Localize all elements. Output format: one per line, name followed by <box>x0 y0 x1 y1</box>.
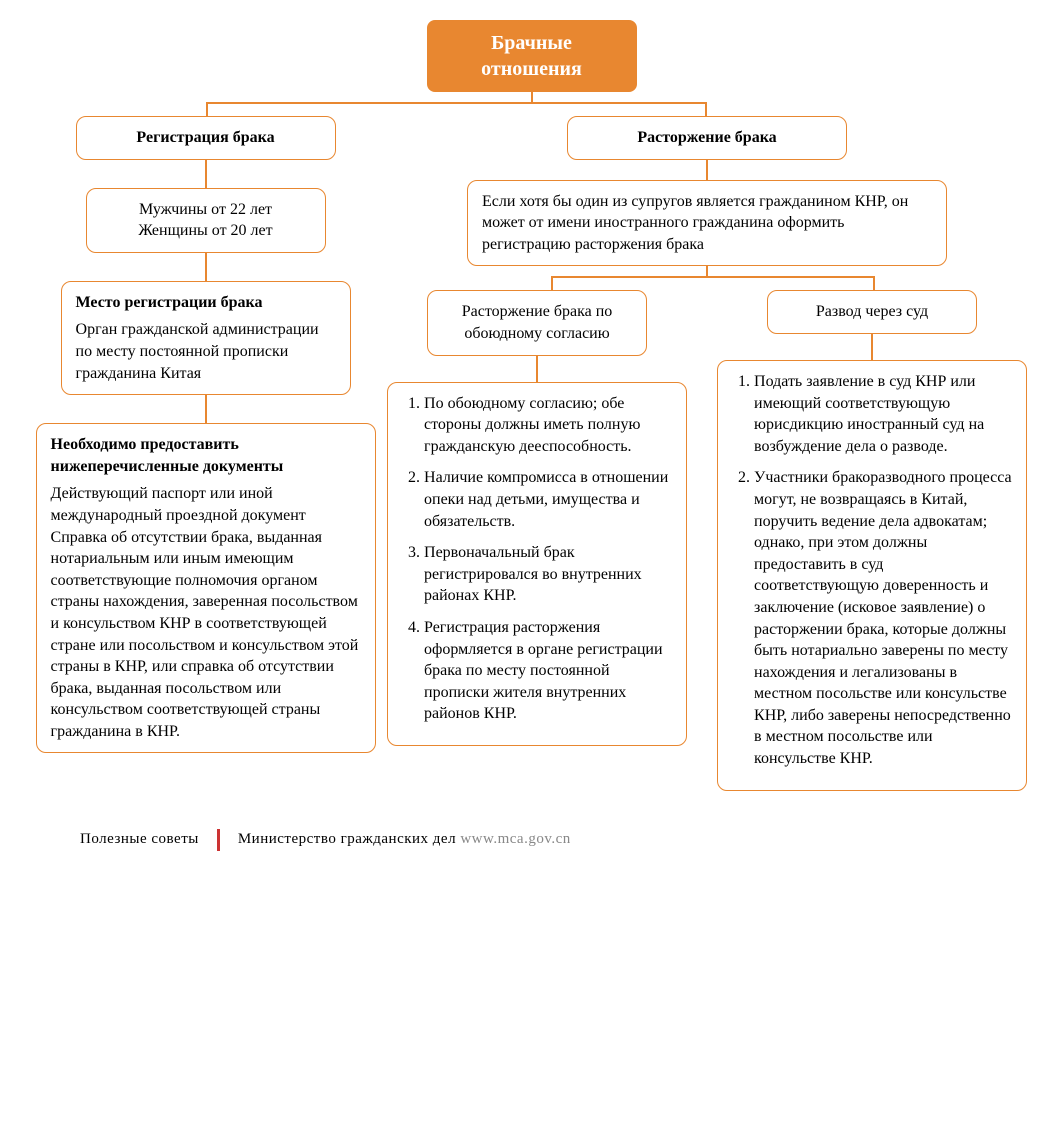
mutual-col: Расторжение брака по обоюдному согласию … <box>387 290 687 746</box>
connector <box>706 160 708 180</box>
connector <box>205 253 207 281</box>
connector <box>205 395 207 423</box>
court-list: Подать заявление в суд КНР или имеющий с… <box>717 360 1027 791</box>
flowchart-root: Брачные отношения Регистрация брака Мужч… <box>30 20 1033 859</box>
footer-tips: Полезные советы <box>80 831 199 848</box>
left-branch: Регистрация брака Мужчины от 22 лет Женщ… <box>30 116 381 791</box>
mutual-title: Расторжение брака по обоюдному согласию <box>427 290 647 355</box>
docs-title: Необходимо предоставить нижеперечисленны… <box>51 434 361 477</box>
right-header: Расторжение брака <box>567 116 847 160</box>
ages-node: Мужчины от 22 лет Женщины от 20 лет <box>86 188 326 253</box>
connector <box>871 334 873 360</box>
footer-separator <box>217 829 220 851</box>
footer-url: www.mca.gov.cn <box>460 831 570 847</box>
root-line2: отношения <box>457 56 607 82</box>
connector <box>536 356 538 382</box>
court-col: Развод через суд Подать заявление в суд … <box>717 290 1027 790</box>
mutual-item: Первоначальный брак регистрировался во в… <box>424 542 672 607</box>
root-node: Брачные отношения <box>427 20 637 92</box>
mutual-item: Регистрация расторжения оформляется в ор… <box>424 617 672 725</box>
court-item: Участники бракоразводного процесса могут… <box>754 467 1012 769</box>
footer-ministry: Министерство гражданских дел <box>238 831 456 847</box>
connector-right-split <box>407 266 1007 290</box>
connector-root <box>30 92 1033 116</box>
mutual-item: Наличие компромисса в отношении опеки на… <box>424 467 672 532</box>
footer: Полезные советы Министерство гражданских… <box>30 821 1033 859</box>
right-branch: Расторжение брака Если хотя бы один из с… <box>381 116 1033 791</box>
ages-line1: Мужчины от 22 лет <box>101 199 311 221</box>
connector <box>205 160 207 188</box>
mutual-item: По обоюдному согласию; обе стороны должн… <box>424 393 672 458</box>
place-node: Место регистрации брака Орган гражданско… <box>61 281 351 395</box>
docs-body: Действующий паспорт или иной международн… <box>51 483 361 742</box>
place-title: Место регистрации брака <box>76 292 336 314</box>
court-item: Подать заявление в суд КНР или имеющий с… <box>754 371 1012 457</box>
root-line1: Брачные <box>457 30 607 56</box>
mutual-list: По обоюдному согласию; обе стороны должн… <box>387 382 687 746</box>
intro-node: Если хотя бы один из супругов является г… <box>467 180 947 267</box>
docs-node: Необходимо предоставить нижеперечисленны… <box>36 423 376 753</box>
place-body: Орган гражданской администрации по месту… <box>76 319 336 384</box>
court-title: Развод через суд <box>767 290 977 334</box>
ages-line2: Женщины от 20 лет <box>101 220 311 242</box>
left-header: Регистрация брака <box>76 116 336 160</box>
